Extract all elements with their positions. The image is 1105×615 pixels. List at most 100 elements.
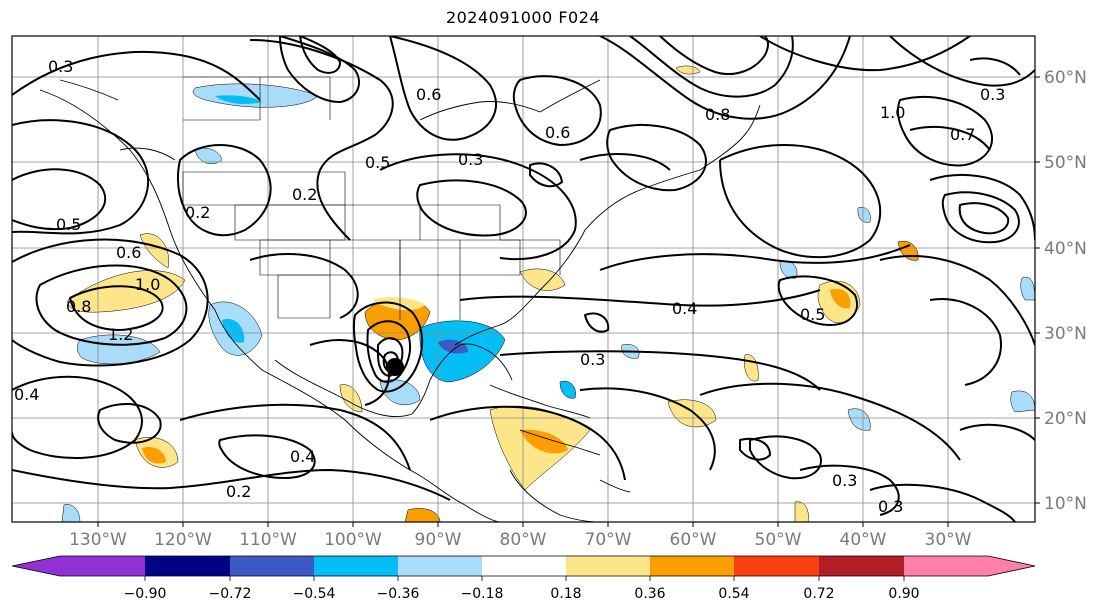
fill-pos-greenland bbox=[675, 65, 701, 75]
lon-label: 30°W bbox=[925, 530, 972, 550]
colorbar-swatch bbox=[566, 556, 650, 576]
colorbar-min-arrow bbox=[12, 556, 60, 576]
contour-line bbox=[12, 168, 107, 231]
contour-line bbox=[416, 179, 527, 237]
fill-neg-sw-corner bbox=[61, 504, 81, 522]
contour-line bbox=[12, 469, 451, 501]
contour-line bbox=[176, 144, 272, 237]
contour-label: 0.4 bbox=[290, 447, 315, 466]
contour-label-group: 0.3 0.6 0.8 1.0 1.2 0.5 0.2 0.4 0.3 0.6 … bbox=[14, 57, 1005, 516]
lon-label: 40°W bbox=[840, 530, 887, 550]
lat-label: 40°N bbox=[1044, 239, 1087, 259]
storm-center-marker bbox=[386, 358, 404, 376]
contour-line bbox=[299, 36, 341, 74]
colorbar-swatch bbox=[145, 556, 230, 576]
fill-pos-caribbean-core bbox=[520, 429, 568, 454]
contour-line bbox=[218, 434, 316, 479]
contour-label: 0.2 bbox=[292, 185, 317, 204]
colorbar-tick-label: −0.54 bbox=[293, 586, 336, 602]
contour-line bbox=[279, 36, 360, 103]
contour-label: 0.4 bbox=[672, 299, 697, 318]
contour-label: 1.2 bbox=[108, 325, 133, 344]
contour-line bbox=[352, 301, 424, 393]
contour-line bbox=[12, 119, 149, 235]
contour-line bbox=[35, 264, 188, 346]
map-title: 2024091000 F024 bbox=[445, 8, 601, 27]
lon-label: 70°W bbox=[585, 530, 632, 550]
contour-line bbox=[584, 312, 610, 333]
contour-line bbox=[909, 126, 991, 151]
contour-line bbox=[959, 423, 1035, 441]
longitude-labels: 130°W 120°W 110°W 100°W 90°W 80°W 70°W 6… bbox=[69, 530, 972, 550]
contour-label: 1.0 bbox=[135, 275, 160, 294]
contour-line bbox=[869, 483, 1016, 522]
contour-line bbox=[429, 405, 626, 481]
contour-line bbox=[958, 202, 1010, 235]
fill-neg-atl-8 bbox=[857, 207, 871, 223]
contour-line bbox=[389, 36, 497, 141]
fill-neg-atl-3 bbox=[1010, 390, 1035, 413]
contour-line bbox=[12, 50, 261, 101]
colorbar-tick-label: 0.36 bbox=[634, 586, 665, 602]
contour-line bbox=[599, 36, 851, 120]
lon-label: 120°W bbox=[154, 530, 212, 550]
latitude-labels: 60°N 50°N 40°N 30°N 20°N 10°N bbox=[1044, 68, 1087, 514]
colorbar: −0.90 −0.72 −0.54 −0.36 −0.18 0.18 0.36 … bbox=[11, 555, 1036, 602]
contour-label: 0.3 bbox=[980, 85, 1005, 104]
contour-line bbox=[719, 144, 882, 259]
contour-line bbox=[699, 382, 961, 461]
colorbar-swatch bbox=[230, 556, 314, 576]
contour-label: 0.5 bbox=[800, 305, 825, 324]
lon-label: 80°W bbox=[500, 530, 547, 550]
contour-line bbox=[777, 275, 858, 326]
fill-pos-atlantic-1 bbox=[667, 399, 717, 428]
contour-line bbox=[579, 387, 716, 471]
fill-pos-atlantic-2-core bbox=[830, 289, 851, 309]
contour-label: 0.2 bbox=[226, 482, 251, 501]
lon-label: 50°W bbox=[755, 530, 802, 550]
fill-pos-pacific bbox=[67, 270, 186, 313]
colorbar-swatch bbox=[314, 556, 398, 576]
lon-label: 130°W bbox=[69, 530, 127, 550]
colorbar-outline bbox=[11, 555, 1036, 577]
contour-label: 0.3 bbox=[832, 471, 857, 490]
colorbar-tick-label: 0.54 bbox=[718, 586, 749, 602]
contour-label: 0.6 bbox=[416, 85, 441, 104]
contour-label: 0.5 bbox=[365, 153, 390, 172]
contour-line bbox=[896, 96, 994, 167]
fill-neg-atl-2 bbox=[847, 408, 871, 431]
contour-line bbox=[739, 437, 771, 461]
fill-neg-florida-core bbox=[438, 339, 468, 354]
contour-line bbox=[366, 320, 412, 383]
colorbar-tick-label: −0.36 bbox=[377, 586, 420, 602]
contour-label: 0.7 bbox=[950, 125, 975, 144]
map-contents: 0.3 0.6 0.8 1.0 1.2 0.5 0.2 0.4 0.3 0.6 … bbox=[12, 36, 1035, 522]
fill-pos-small-2 bbox=[339, 384, 363, 413]
contour-line bbox=[97, 403, 162, 444]
contour-line bbox=[889, 36, 1035, 87]
colorbar-tick-label: 0.72 bbox=[803, 586, 834, 602]
contour-label: 1.0 bbox=[880, 103, 905, 122]
contour-line bbox=[69, 285, 164, 331]
contour-label: 0.4 bbox=[14, 385, 39, 404]
colorbar-swatch bbox=[819, 556, 904, 576]
contour-line bbox=[309, 339, 390, 406]
colorbar-swatch bbox=[650, 556, 734, 576]
fill-pos-east-pac-core bbox=[142, 446, 166, 464]
contour-line bbox=[249, 39, 394, 241]
colorbar-swatch bbox=[904, 556, 988, 576]
coastlines bbox=[39, 79, 761, 522]
anomaly-fills bbox=[61, 65, 1035, 522]
fill-pos-carolina bbox=[519, 268, 566, 291]
contour-label: 0.3 bbox=[48, 57, 73, 76]
fill-neg-bahamas bbox=[559, 380, 576, 399]
contour-line bbox=[12, 375, 143, 459]
lat-label: 10°N bbox=[1044, 494, 1087, 514]
contour-line bbox=[969, 57, 1021, 76]
contour-label: 0.8 bbox=[66, 297, 91, 316]
contour-line bbox=[179, 403, 411, 471]
colorbar-tick-label: 0.18 bbox=[550, 586, 581, 602]
contour-lines bbox=[12, 36, 1035, 522]
colorbar-swatch bbox=[60, 556, 145, 576]
